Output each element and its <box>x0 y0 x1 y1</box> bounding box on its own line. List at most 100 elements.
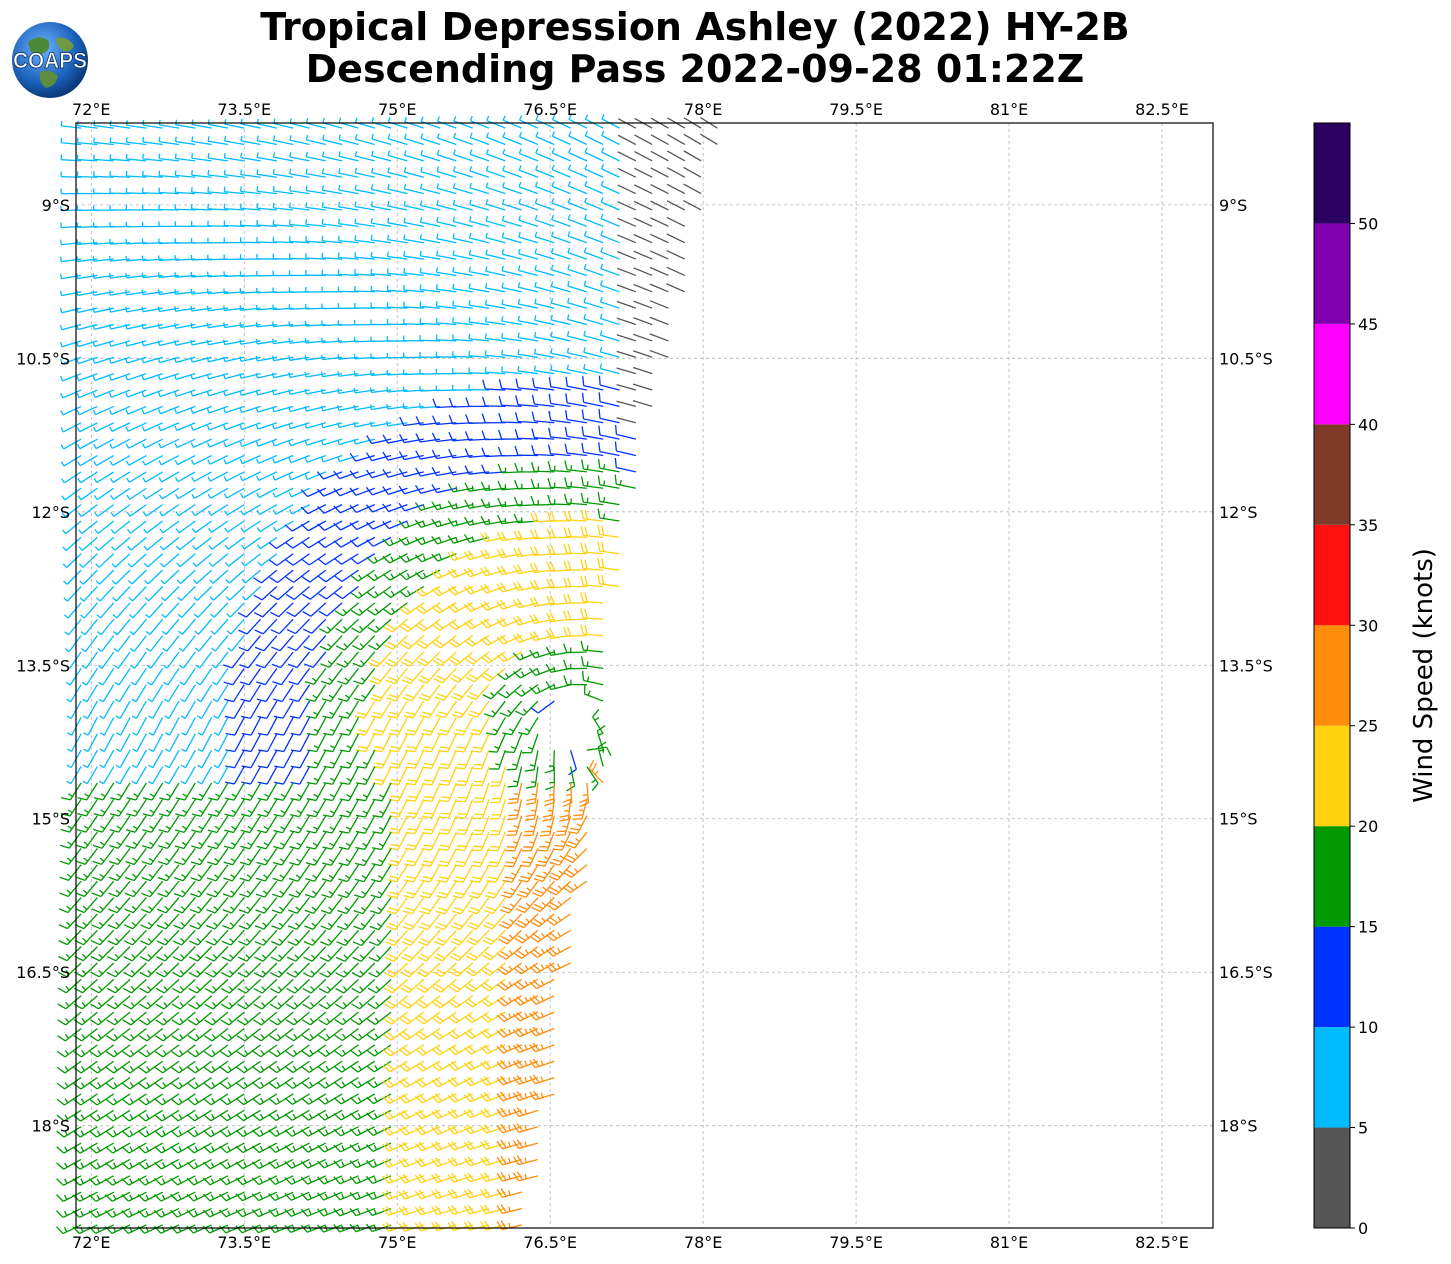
wind-barb <box>289 135 310 146</box>
wind-barb <box>141 848 164 866</box>
wind-barb <box>193 586 213 601</box>
lon-tick-bottom: 76.5°E <box>523 1233 577 1252</box>
wind-barb <box>337 422 359 429</box>
wind-barb <box>550 314 571 326</box>
wind-barb <box>468 333 490 342</box>
wind-barb <box>57 1027 82 1042</box>
wind-barb <box>300 1175 327 1185</box>
wind-barb <box>416 995 441 1009</box>
wind-barb <box>365 1207 392 1217</box>
wind-barb <box>699 133 718 146</box>
wind-barb <box>174 438 196 449</box>
wind-barb <box>399 618 425 633</box>
wind-barb <box>288 504 310 515</box>
wind-barb <box>501 299 522 309</box>
wind-barb <box>95 553 115 568</box>
wind-barb <box>305 134 326 146</box>
wind-barb <box>206 422 229 431</box>
wind-barb <box>338 864 360 883</box>
wind-barb <box>306 766 327 785</box>
wind-barb <box>251 1126 278 1138</box>
wind-barb <box>113 635 131 653</box>
wind-barb <box>76 356 98 365</box>
wind-barb <box>435 351 457 358</box>
wind-barb <box>431 569 457 579</box>
wind-barb <box>370 897 392 915</box>
wind-barb <box>142 815 164 833</box>
wind-barb <box>498 429 522 440</box>
wind-barb <box>253 962 278 978</box>
lat-tick-right: 15°S <box>1219 810 1258 829</box>
wind-barb <box>551 198 571 211</box>
wind-barb <box>142 487 164 500</box>
wind-barb <box>99 717 115 736</box>
wind-barb <box>365 504 392 513</box>
wind-barb <box>289 151 310 162</box>
title-line-2: Descending Pass 2022-09-28 01:22Z <box>305 47 1085 91</box>
wind-barb <box>272 185 294 195</box>
wind-barb <box>172 929 196 946</box>
wind-barb <box>92 340 114 348</box>
wind-barb <box>366 435 392 445</box>
wind-barb <box>349 504 376 514</box>
wind-barb <box>190 864 213 882</box>
wind-barb <box>355 815 376 834</box>
wind-barb <box>465 667 490 683</box>
wind-barb <box>350 1060 376 1073</box>
wind-barb <box>303 929 327 946</box>
wind-barb <box>496 1027 522 1038</box>
wind-barb <box>157 405 180 415</box>
wind-barb <box>138 1044 164 1058</box>
wind-barb <box>418 913 441 931</box>
wind-barb <box>109 438 131 449</box>
wind-barb <box>268 1126 294 1137</box>
wind-barb <box>666 283 686 293</box>
wind-barb <box>448 466 473 476</box>
wind-barb <box>548 377 571 391</box>
wind-barb <box>614 458 636 473</box>
wind-barb <box>254 618 278 635</box>
wind-barb <box>78 536 98 552</box>
wind-barb <box>350 569 376 582</box>
wind-barb <box>158 153 180 162</box>
wind-barb <box>139 978 164 994</box>
gridlines <box>76 123 1213 1228</box>
wind-barb <box>452 233 473 244</box>
wind-barb <box>583 247 604 260</box>
wind-barb <box>432 978 457 993</box>
wind-barb <box>468 880 490 899</box>
lat-tick-left: 10.5°S <box>16 349 70 368</box>
wind-barb <box>147 667 164 686</box>
wind-barb <box>482 684 506 700</box>
wind-barb <box>372 717 392 736</box>
wind-barb <box>481 946 506 961</box>
wind-barb <box>530 462 555 473</box>
wind-barb <box>290 766 311 785</box>
wind-barb <box>303 946 327 962</box>
wind-barb <box>290 733 311 753</box>
wind-barb <box>366 1044 392 1057</box>
wind-barb <box>506 750 523 771</box>
wind-barb <box>515 378 539 391</box>
wind-barb <box>456 799 474 819</box>
wind-barb <box>106 978 131 994</box>
wind-barb <box>667 133 686 146</box>
wind-barb <box>355 717 376 736</box>
wind-barb <box>319 635 343 651</box>
wind-barb <box>483 700 506 718</box>
wind-barb <box>93 471 115 484</box>
wind-barb <box>203 1126 229 1138</box>
wind-barb <box>288 236 310 244</box>
wind-barb <box>398 502 424 512</box>
wind-barb <box>239 373 261 379</box>
wind-barb <box>431 602 457 614</box>
wind-barb <box>270 602 294 618</box>
wind-barb <box>122 1027 147 1042</box>
wind-barb <box>138 1060 164 1074</box>
wind-barb <box>350 602 376 617</box>
wind-barb <box>354 167 375 178</box>
wind-barb <box>497 962 523 976</box>
wind-barb <box>525 766 539 789</box>
wind-barb <box>131 684 147 703</box>
colorbar-bin <box>1314 926 1350 1028</box>
